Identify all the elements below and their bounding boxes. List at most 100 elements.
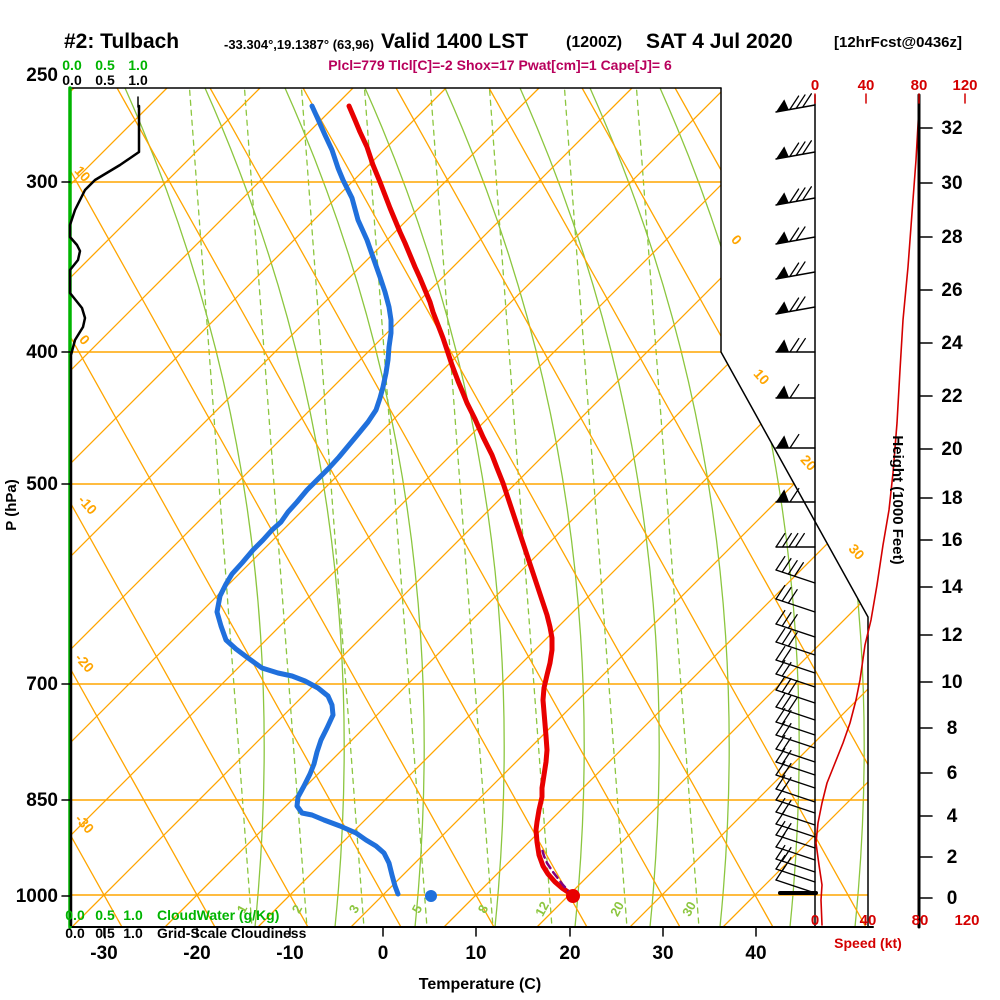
height-tick-label: 18: [941, 488, 962, 509]
dry-adiabat-line: [395, 88, 867, 927]
mixing-ratio-label: 12: [532, 899, 552, 919]
pressure-tick-label: 300: [26, 172, 58, 193]
speed-scale-top-label: 80: [911, 77, 928, 94]
moist-adiabat-line: [659, 88, 800, 927]
isotherm-line: [629, 88, 868, 927]
cloudiness-scale-top: 0.0: [62, 72, 82, 88]
isotherm-line: [722, 88, 868, 927]
cloudwater-scale-bottom: 0.5: [95, 907, 115, 923]
temperature-axis-title: Temperature (C): [419, 976, 541, 993]
moist-adiabat-line: [444, 88, 585, 927]
pressure-tick-label: 400: [26, 342, 58, 363]
height-tick-label: 2: [947, 847, 958, 868]
speed-scale-bottom-label: 40: [860, 912, 877, 929]
isotherm-line: [71, 88, 868, 927]
mixing-ratio-line: [563, 88, 629, 927]
dry-adiabat-line: [70, 88, 402, 927]
pressure-axis-title: P (hPa): [3, 479, 20, 530]
pressure-tick-label: 850: [26, 790, 58, 811]
height-tick-label: 12: [941, 625, 962, 646]
valid-time-label: Valid 1400 LST: [381, 30, 529, 53]
height-tick-label: 10: [941, 672, 962, 693]
dry-adiabat-line: [302, 88, 774, 927]
height-tick-label: 0: [947, 888, 958, 909]
mixing-ratio-line: [488, 88, 554, 927]
isotherm-line: [70, 88, 819, 927]
isotherm-line: [70, 88, 447, 927]
dry-adiabat-label: -20: [72, 650, 98, 676]
stability-parameters: Plcl=779 Tlcl[C]=-2 Shox=17 Pwat[cm]=1 C…: [328, 57, 672, 73]
cloudwater-scale-top: 0.5: [95, 57, 115, 73]
wind-speed-curve: [815, 106, 920, 926]
zulu-time-label: (1200Z): [566, 34, 623, 51]
height-tick-label: 8: [947, 718, 958, 739]
isotherm-label: 30: [846, 541, 868, 563]
temperature-tick-label: -30: [90, 943, 117, 964]
pressure-tick-label: 500: [26, 474, 58, 495]
mixing-ratio-line: [635, 88, 701, 927]
mixing-ratio-line: [300, 88, 366, 927]
dry-adiabat-label: -10: [75, 492, 101, 518]
mixing-ratio-label: 3: [346, 902, 363, 915]
moist-adiabat-line: [589, 88, 730, 927]
pressure-tick-label: 700: [26, 674, 58, 695]
temperature-tick-label: 0: [378, 943, 389, 964]
station-coordinates: -33.304°,19.1387° (63,96): [224, 37, 374, 52]
cloudiness-title: Grid-Scale Cloudiness: [157, 925, 307, 941]
mixing-ratio-label: 20: [607, 899, 627, 919]
temperature-tick-label: -20: [183, 943, 210, 964]
wind-barbs: [775, 93, 816, 894]
temperature-curve: [346, 103, 576, 899]
surface-temperature-dot: [566, 889, 580, 903]
moist-adiabat-line: [204, 88, 345, 927]
cloudwater-scale-top: 1.0: [128, 57, 148, 73]
forecast-run-label: [12hrFcst@0436z]: [834, 34, 963, 51]
speed-axis-title: Speed (kt): [834, 935, 902, 951]
height-tick-label: 32: [941, 118, 962, 139]
cloudiness-scale-bottom: 0.0: [65, 925, 85, 941]
plot-border: [68, 86, 874, 929]
dry-adiabat-line: [488, 88, 868, 927]
temperature-tick-label: 20: [559, 943, 580, 964]
isotherm-label: 0: [728, 231, 745, 248]
dewpoint-curve: [214, 103, 401, 897]
parcel-path: [540, 847, 575, 898]
cloudwater-scale-bottom: 0.0: [65, 907, 85, 923]
temperature-tick-label: 30: [652, 943, 673, 964]
dry-adiabat-line: [70, 88, 495, 927]
isotherm-line: [257, 88, 868, 927]
station-title: #2: Tulbach: [64, 30, 180, 53]
isotherm-line: [350, 88, 868, 927]
height-tick-label: 30: [941, 173, 962, 194]
speed-scale-bottom-label: 80: [912, 912, 929, 929]
height-tick-label: 26: [941, 280, 962, 301]
moist-adiabat-line: [724, 88, 865, 927]
cloudwater-scale-top: 0.0: [62, 57, 82, 73]
speed-scale-top-label: 40: [858, 77, 875, 94]
dry-adiabat-line: [70, 88, 309, 927]
valid-date-label: SAT 4 Jul 2020: [646, 30, 793, 53]
cloudwater-scale-bottom: 1.0: [123, 907, 143, 923]
isotherm-line: [536, 88, 868, 927]
moist-adiabat-line: [519, 88, 660, 927]
height-tick-label: 14: [941, 577, 963, 598]
cloudwater-title: CloudWater (g/Kg): [157, 907, 279, 923]
dry-adiabat-line: [116, 88, 588, 927]
speed-scale-top-label: 0: [811, 77, 819, 94]
background-grid: [70, 88, 868, 927]
speed-scale-bottom-label: 0: [811, 912, 819, 929]
mixing-ratio-line: [188, 88, 254, 927]
cloudiness-scale-bottom: 1.0: [123, 925, 143, 941]
isotherm-label: 20: [798, 452, 820, 474]
dry-adiabat-line: [70, 88, 216, 927]
mixing-ratio-label: 30: [679, 899, 699, 919]
moist-adiabat-line: [124, 88, 265, 927]
speed-scale-bottom-label: 120: [954, 912, 979, 929]
height-tick-label: 20: [941, 439, 962, 460]
temperature-tick-label: 10: [465, 943, 486, 964]
isotherm-line: [70, 88, 633, 927]
mixing-ratio-line: [243, 88, 309, 927]
pressure-tick-label: 1000: [16, 886, 58, 907]
